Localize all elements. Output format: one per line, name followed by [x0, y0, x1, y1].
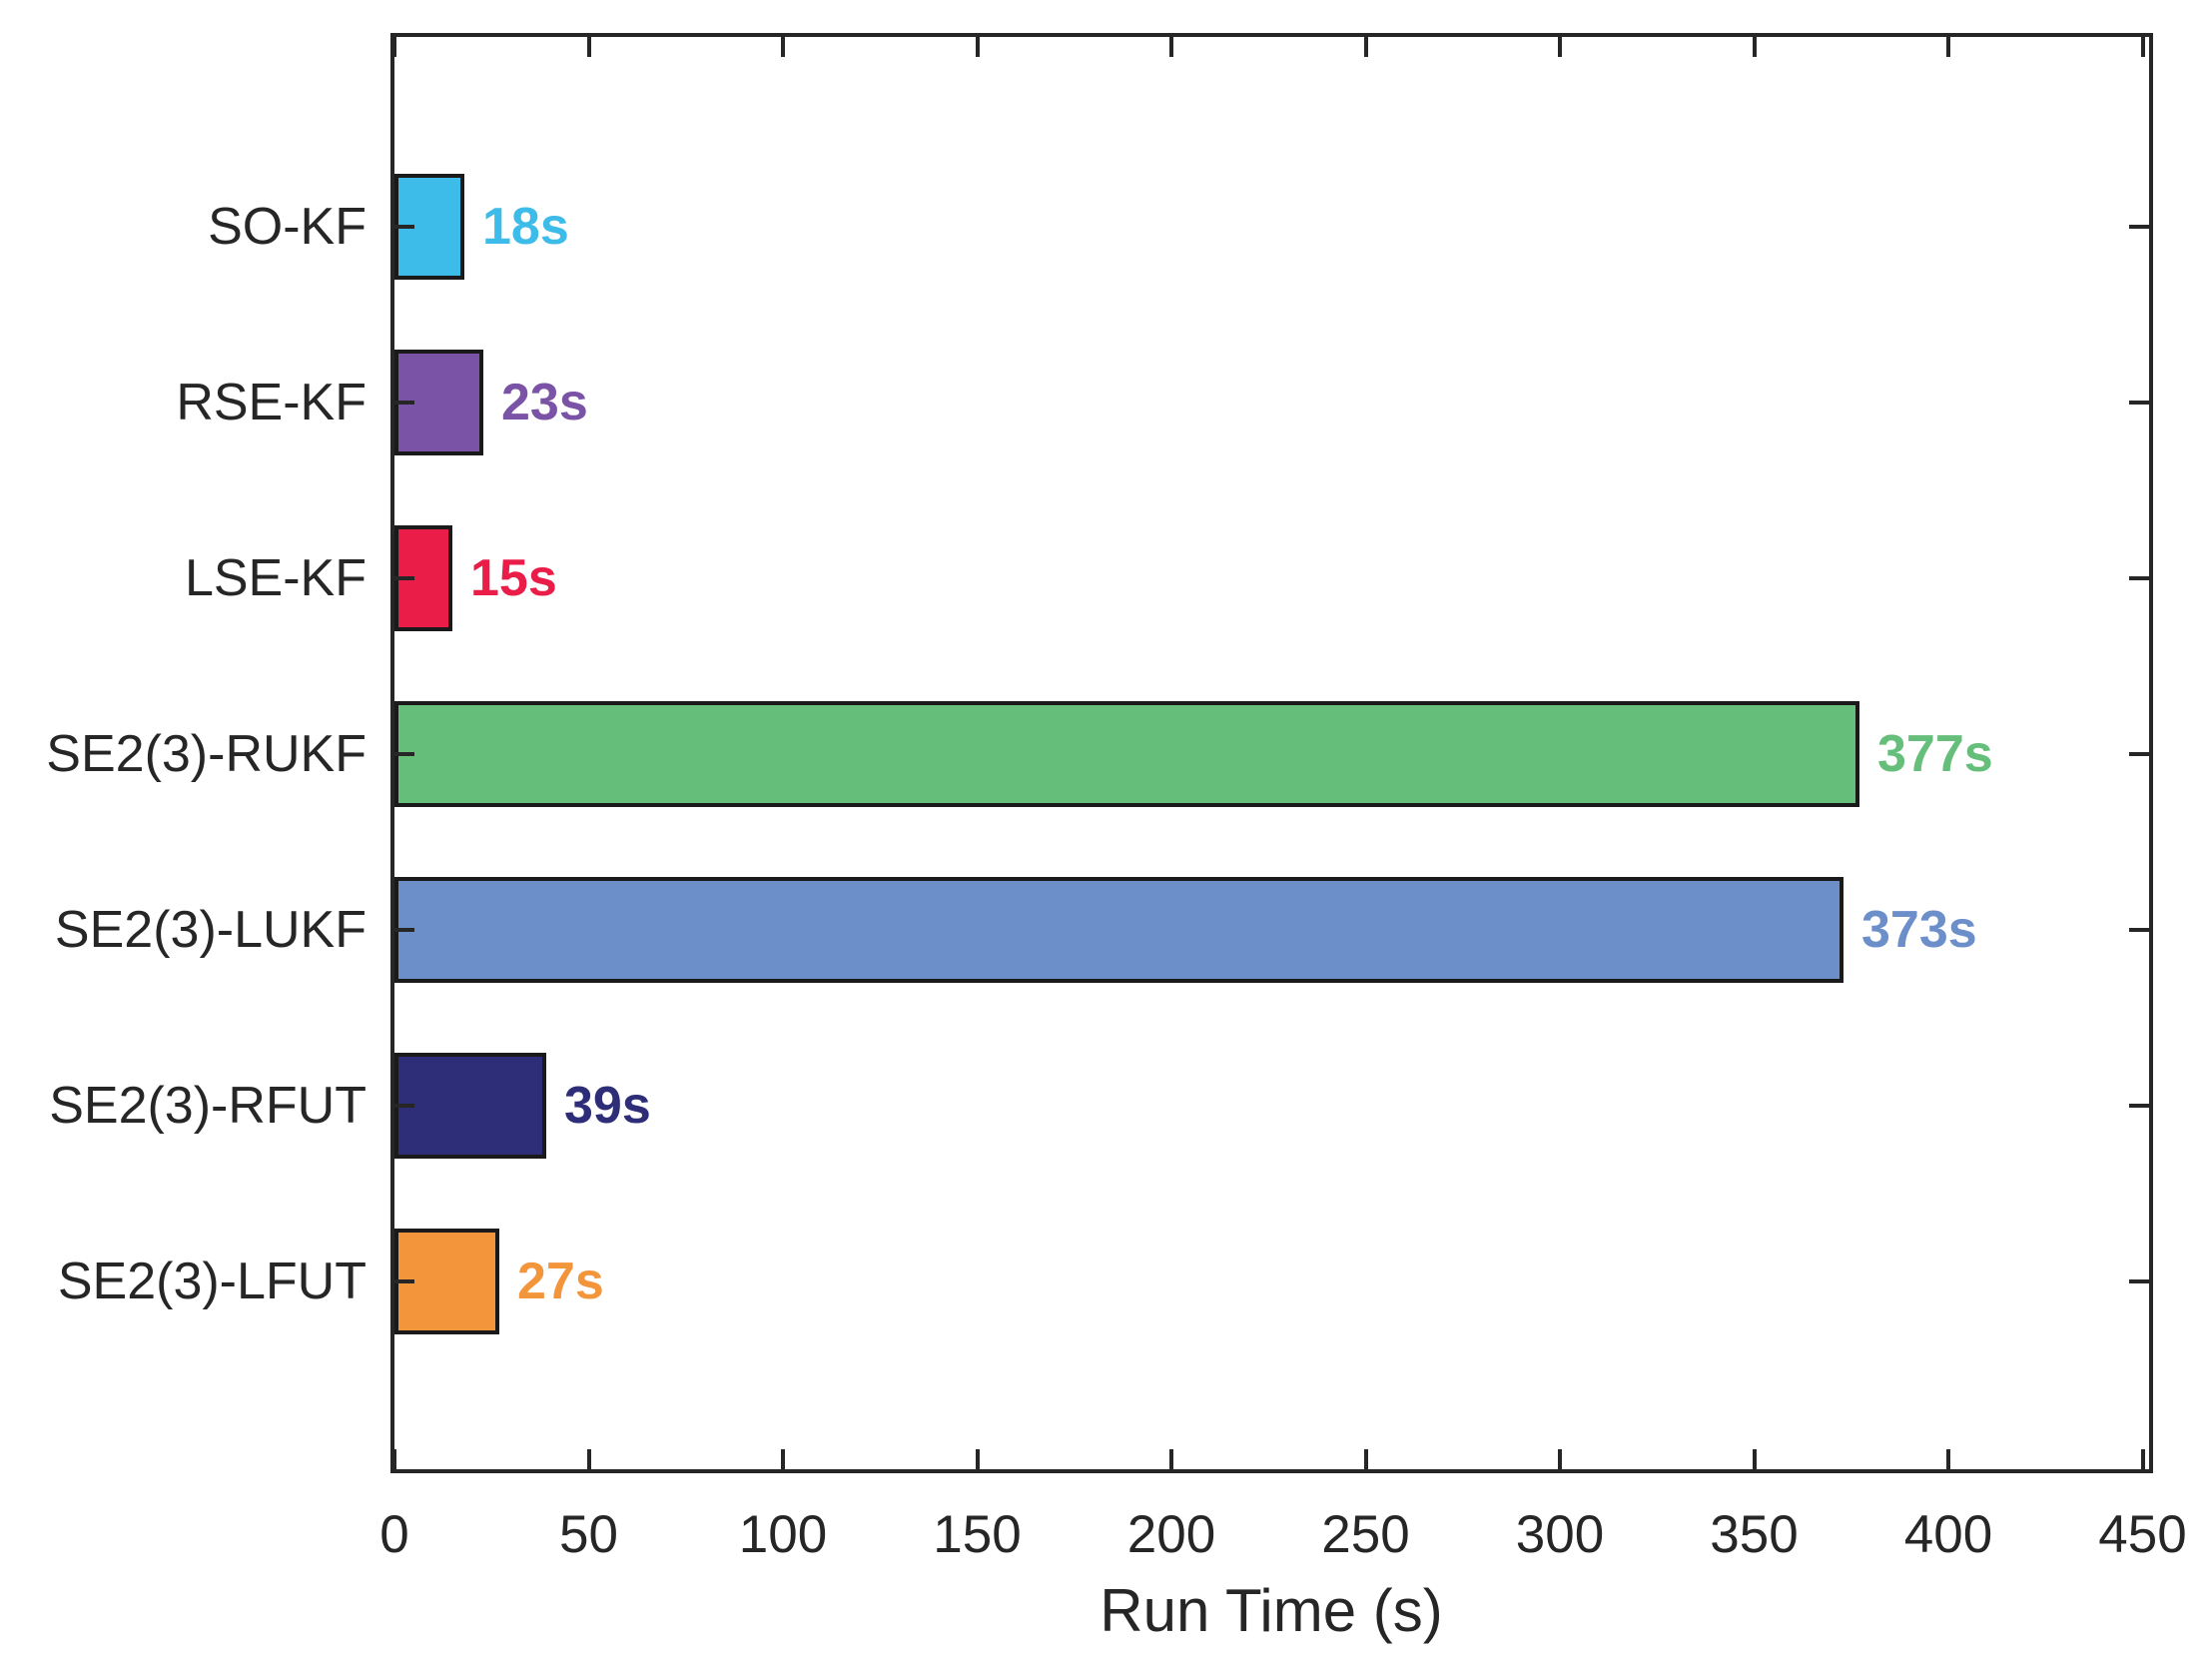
- bar: [394, 701, 1859, 807]
- x-tick-top: [1558, 37, 1562, 57]
- x-tick-top: [1752, 37, 1757, 57]
- y-axis-label: SE2(3)-RFUT: [49, 1077, 367, 1135]
- x-axis-tick-label: 450: [2098, 1505, 2187, 1564]
- x-tick-bottom: [1752, 1449, 1757, 1469]
- y-axis-label: LSE-KF: [184, 549, 367, 607]
- x-tick-bottom: [1558, 1449, 1562, 1469]
- x-axis-tick-label: 0: [379, 1505, 409, 1564]
- x-axis-tick-label: 50: [559, 1505, 618, 1564]
- x-axis-tick-label: 150: [933, 1505, 1022, 1564]
- bar-value-label: 39s: [564, 1077, 651, 1135]
- y-tick-left: [394, 401, 414, 405]
- y-tick-right: [2129, 576, 2149, 580]
- y-axis-label: SE2(3)-LFUT: [57, 1253, 367, 1310]
- y-axis-label: RSE-KF: [176, 374, 367, 431]
- x-tick-bottom: [2140, 1449, 2145, 1469]
- x-tick-top: [975, 37, 980, 57]
- x-axis-tick-label: 400: [1903, 1505, 1993, 1564]
- bar-value-label: 23s: [501, 374, 588, 431]
- y-tick-left: [394, 928, 414, 932]
- x-axis-tick-label: 100: [738, 1505, 828, 1564]
- y-tick-left: [394, 752, 414, 756]
- x-tick-bottom: [1946, 1449, 1950, 1469]
- y-tick-left: [394, 225, 414, 229]
- x-tick-top: [781, 37, 785, 57]
- y-tick-right: [2129, 1279, 2149, 1283]
- y-tick-right: [2129, 752, 2149, 756]
- x-axis-tick-label: 350: [1710, 1505, 1799, 1564]
- x-tick-top: [2140, 37, 2145, 57]
- y-tick-left: [394, 576, 414, 580]
- y-axis-label: SE2(3)-LUKF: [54, 901, 367, 959]
- bar-value-label: 15s: [470, 549, 557, 607]
- x-axis-tick-label: 250: [1321, 1505, 1410, 1564]
- x-tick-bottom: [1169, 1449, 1173, 1469]
- x-axis-title: Run Time (s): [1100, 1577, 1443, 1644]
- y-tick-left: [394, 1104, 414, 1108]
- x-tick-top: [1946, 37, 1950, 57]
- bar: [394, 877, 1843, 983]
- y-tick-right: [2129, 401, 2149, 405]
- x-tick-top: [392, 37, 396, 57]
- x-tick-bottom: [392, 1449, 396, 1469]
- bar-value-label: 27s: [517, 1253, 604, 1310]
- y-tick-left: [394, 1279, 414, 1283]
- x-tick-top: [1169, 37, 1173, 57]
- y-tick-right: [2129, 928, 2149, 932]
- y-tick-right: [2129, 225, 2149, 229]
- x-tick-bottom: [1363, 1449, 1368, 1469]
- x-tick-top: [586, 37, 591, 57]
- x-tick-bottom: [586, 1449, 591, 1469]
- x-tick-bottom: [781, 1449, 785, 1469]
- bar: [394, 1053, 546, 1159]
- x-axis-tick-label: 300: [1515, 1505, 1605, 1564]
- x-tick-bottom: [975, 1449, 980, 1469]
- x-tick-top: [1363, 37, 1368, 57]
- y-axis-label: SE2(3)-RUKF: [46, 725, 367, 783]
- bar-value-label: 377s: [1877, 725, 1993, 783]
- bar-value-label: 373s: [1861, 901, 1977, 959]
- x-axis-tick-label: 200: [1126, 1505, 1216, 1564]
- bar-value-label: 18s: [482, 198, 569, 256]
- y-axis-label: SO-KF: [208, 198, 367, 256]
- y-tick-right: [2129, 1104, 2149, 1108]
